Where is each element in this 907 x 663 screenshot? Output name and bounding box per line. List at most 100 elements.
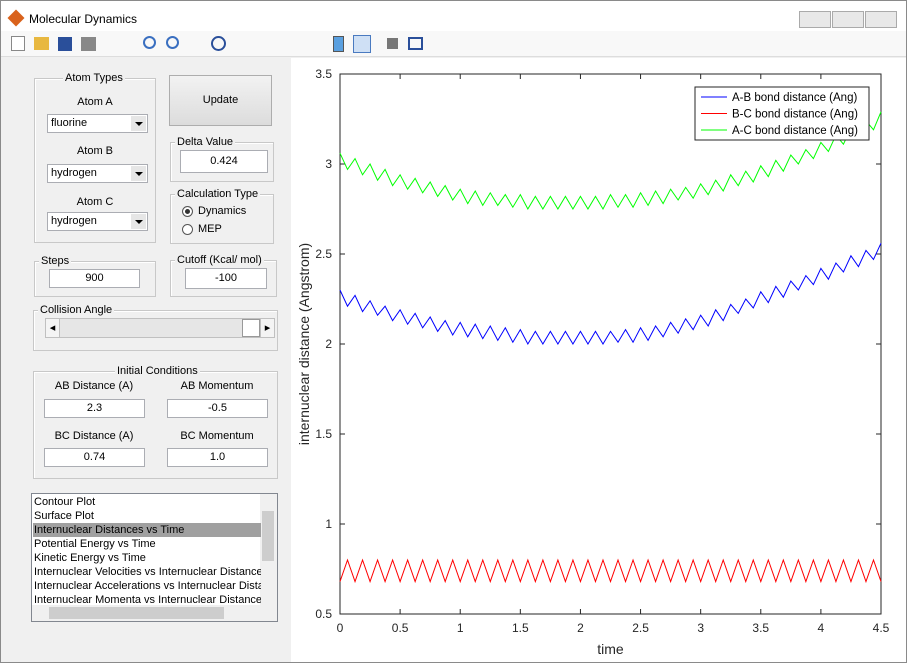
text-input[interactable]: 1.0 xyxy=(167,448,268,467)
toolbar xyxy=(1,31,906,57)
y-tick-label: 1.5 xyxy=(315,427,332,441)
panel-title: Collision Angle xyxy=(38,304,115,317)
x-tick-label: 4.5 xyxy=(873,621,890,635)
text-input[interactable]: -0.5 xyxy=(167,399,268,418)
dropdown[interactable]: hydrogen xyxy=(47,212,148,231)
x-tick-label: 2.5 xyxy=(632,621,649,635)
minimize-button[interactable] xyxy=(799,11,831,28)
list-item[interactable]: Potential Energy vs Time xyxy=(34,538,156,550)
horizontal-scrollbar[interactable] xyxy=(32,605,277,621)
calculation-type-panel: Calculation Type Dynamics MEP xyxy=(170,188,274,244)
slider-thumb[interactable] xyxy=(242,319,260,337)
atom-types-panel: Atom Types Atom A fluorine Atom B hydrog… xyxy=(34,72,156,243)
panel-title: Calculation Type xyxy=(175,188,261,201)
list-item[interactable]: Internuclear Momenta vs Internuclear Dis… xyxy=(34,594,261,606)
panel-title: Atom Types xyxy=(63,72,125,85)
list-item[interactable]: Internuclear Accelerations vs Internucle… xyxy=(34,580,261,592)
x-tick-label: 0.5 xyxy=(392,621,409,635)
list-item[interactable]: Surface Plot xyxy=(34,510,94,522)
label: AB Momentum xyxy=(180,380,254,392)
open-icon[interactable] xyxy=(34,37,49,50)
x-tick-label: 1 xyxy=(457,621,464,635)
y-tick-label: 3.5 xyxy=(315,67,332,81)
cutoff-panel: Cutoff (Kcal/ mol) -100 xyxy=(170,254,277,297)
panel-title: Steps xyxy=(39,255,72,268)
update-button[interactable]: Update xyxy=(169,75,272,126)
data-line xyxy=(339,111,882,211)
delta-value-panel: Delta Value 0.424 xyxy=(170,136,274,182)
x-tick-label: 4 xyxy=(818,621,825,635)
close-button[interactable] xyxy=(865,11,897,28)
scroll-thumb[interactable] xyxy=(49,607,224,619)
window-title: Molecular Dynamics xyxy=(29,12,138,26)
x-tick-label: 1.5 xyxy=(512,621,529,635)
app-icon xyxy=(7,9,25,27)
y-axis-label: internuclear distance (Angstrom) xyxy=(296,243,312,445)
title-bar: Molecular Dynamics xyxy=(1,1,906,31)
text-input[interactable]: 0.74 xyxy=(44,448,145,467)
legend-label: A-C bond distance (Ang) xyxy=(732,125,858,137)
y-tick-label: 2.5 xyxy=(315,247,332,261)
x-tick-label: 3 xyxy=(697,621,704,635)
data-line xyxy=(339,558,882,584)
print-icon[interactable] xyxy=(81,37,96,51)
x-tick-label: 2 xyxy=(577,621,584,635)
zoom-out-icon[interactable] xyxy=(166,36,179,49)
radio-label: Dynamics xyxy=(198,205,247,217)
x-tick-label: 3.5 xyxy=(752,621,769,635)
plot-area xyxy=(339,73,882,615)
y-tick-label: 0.5 xyxy=(315,607,332,621)
y-tick-label: 3 xyxy=(325,157,332,171)
panel-title: Delta Value xyxy=(175,136,236,149)
label: Atom A xyxy=(77,96,113,108)
steps-panel: Steps 900 xyxy=(34,255,156,297)
slider-left-arrow[interactable]: ◂ xyxy=(46,319,60,337)
x-axis-label: time xyxy=(597,641,624,657)
dropdown-value: fluorine xyxy=(51,117,88,129)
y-tick-label: 1 xyxy=(325,517,332,531)
text-input[interactable]: 900 xyxy=(49,269,140,288)
dropdown[interactable]: hydrogen xyxy=(47,164,148,183)
label: Atom C xyxy=(76,196,114,208)
legend-label: A-B bond distance (Ang) xyxy=(732,92,857,104)
list-item[interactable]: Internuclear Velocities vs Internuclear … xyxy=(34,566,261,578)
scroll-thumb[interactable] xyxy=(262,511,274,561)
list-item[interactable]: Contour Plot xyxy=(34,496,96,508)
radio-button[interactable] xyxy=(182,206,193,217)
text-input[interactable]: 0.424 xyxy=(180,150,268,173)
text-input[interactable]: -100 xyxy=(185,268,267,289)
new-icon[interactable] xyxy=(11,36,25,51)
slider-right-arrow[interactable]: ▸ xyxy=(260,319,274,337)
y-tick-label: 2 xyxy=(325,337,332,351)
list-item[interactable]: Internuclear Distances vs Time xyxy=(33,523,261,537)
zoom-in-icon[interactable] xyxy=(143,36,156,49)
label: BC Momentum xyxy=(180,430,254,442)
list-item[interactable]: Kinetic Energy vs Time xyxy=(34,552,146,564)
collision-angle-panel: Collision Angle ◂ ▸ xyxy=(33,304,278,351)
hide-icon[interactable] xyxy=(387,38,398,49)
panel-title: Cutoff (Kcal/ mol) xyxy=(175,254,264,267)
chart: 0 0.5 1 1.5 2 2.5 3 3.5 4 4.5 0.5 1 1.5 2 2.5 3 3.5 time i… xyxy=(296,67,890,657)
vertical-scrollbar[interactable] xyxy=(260,494,277,605)
label: Atom B xyxy=(76,145,114,157)
data-line xyxy=(339,242,882,346)
panel-title: Initial Conditions xyxy=(115,365,200,378)
dropdown[interactable]: fluorine xyxy=(47,114,148,133)
radio-button[interactable] xyxy=(182,224,193,235)
text-input[interactable]: 2.3 xyxy=(44,399,145,418)
legend-label: B-C bond distance (Ang) xyxy=(732,109,858,121)
initial-conditions-panel: Initial Conditions AB Distance (A) AB Mo… xyxy=(33,365,278,479)
legend-icon[interactable] xyxy=(353,35,371,53)
label: AB Distance (A) xyxy=(54,380,134,392)
save-icon[interactable] xyxy=(58,37,72,51)
rotate-icon[interactable] xyxy=(211,36,226,51)
colorbar-icon[interactable] xyxy=(333,36,344,52)
slider[interactable]: ◂ ▸ xyxy=(45,318,275,338)
maximize-button[interactable] xyxy=(832,11,864,28)
dropdown-value: hydrogen xyxy=(51,167,97,179)
show-icon[interactable] xyxy=(408,37,423,50)
radio-label: MEP xyxy=(198,223,222,235)
x-tick-label: 0 xyxy=(337,621,344,635)
dropdown-value: hydrogen xyxy=(51,215,97,227)
